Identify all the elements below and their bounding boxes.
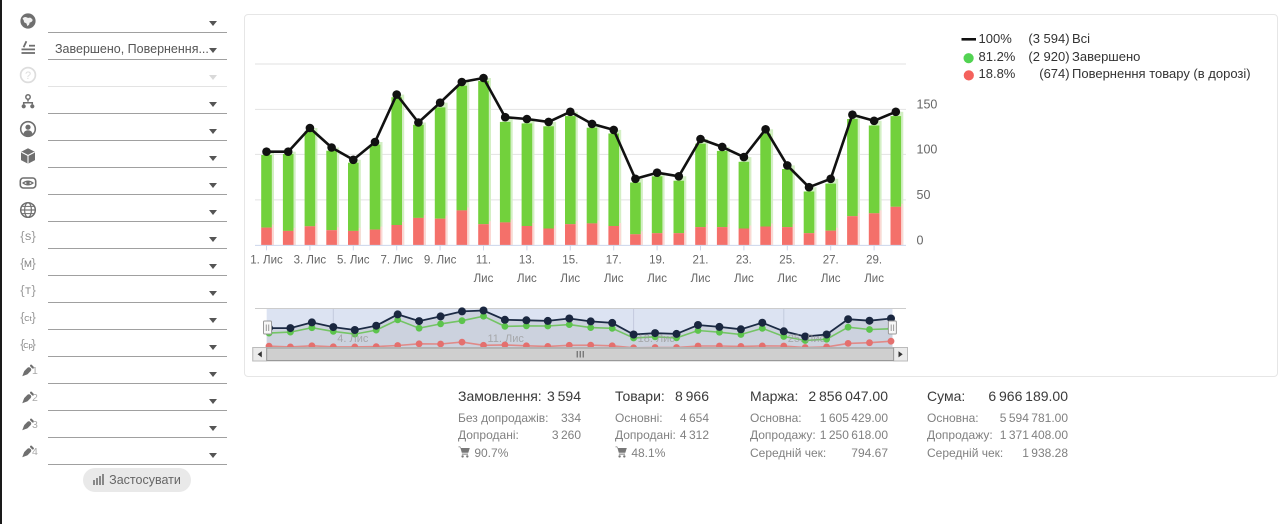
svg-text:Ct: Ct bbox=[24, 314, 32, 323]
svg-text:15.: 15. bbox=[562, 255, 578, 267]
svg-text:Лис: Лис bbox=[821, 273, 841, 285]
svg-text:25. Лис: 25. Лис bbox=[788, 333, 826, 345]
svg-text:18. Лис: 18. Лис bbox=[638, 333, 676, 345]
svg-text:}: } bbox=[31, 309, 36, 324]
svg-text:Всі: Всі bbox=[1072, 31, 1090, 46]
svg-text:Лис: Лис bbox=[560, 273, 580, 285]
svg-text:Лис: Лис bbox=[734, 273, 754, 285]
svg-text:}: } bbox=[31, 255, 36, 270]
svg-text:100%: 100% bbox=[979, 31, 1013, 46]
svg-text:19.: 19. bbox=[649, 255, 665, 267]
svg-text:81.2%: 81.2% bbox=[979, 49, 1016, 64]
svg-text:Повернення товару (в дорозі): Повернення товару (в дорозі) bbox=[1072, 66, 1251, 81]
svg-text:5. Лис: 5. Лис bbox=[337, 255, 370, 267]
svg-text:11.: 11. bbox=[476, 255, 491, 267]
svg-text:S: S bbox=[25, 232, 31, 243]
svg-text:17.: 17. bbox=[606, 255, 622, 267]
svg-text:3. Лис: 3. Лис bbox=[294, 255, 327, 267]
svg-text:50: 50 bbox=[917, 188, 931, 202]
svg-text:0: 0 bbox=[917, 233, 924, 247]
svg-text:23.: 23. bbox=[736, 255, 752, 267]
svg-text:25.: 25. bbox=[779, 255, 795, 267]
svg-text:(674): (674) bbox=[1039, 66, 1069, 81]
svg-text:{: { bbox=[20, 282, 25, 297]
svg-text:{: { bbox=[20, 255, 25, 270]
svg-text:Лис: Лис bbox=[864, 273, 884, 285]
svg-text:7. Лис: 7. Лис bbox=[380, 255, 413, 267]
svg-text:21.: 21. bbox=[693, 255, 709, 267]
svg-text:}: } bbox=[31, 282, 36, 297]
svg-text:}: } bbox=[31, 336, 36, 351]
svg-text:M: M bbox=[24, 259, 32, 270]
svg-text:4. Лис: 4. Лис bbox=[337, 333, 369, 345]
svg-text:Лис: Лис bbox=[474, 273, 494, 285]
svg-text:13.: 13. bbox=[519, 255, 535, 267]
svg-text:(3 594): (3 594) bbox=[1028, 31, 1069, 46]
svg-text:T: T bbox=[25, 286, 31, 297]
svg-text:{: { bbox=[20, 336, 25, 351]
svg-text:11. Лис: 11. Лис bbox=[488, 333, 525, 345]
svg-text:Лис: Лис bbox=[604, 273, 624, 285]
svg-text:Лис: Лис bbox=[647, 273, 667, 285]
svg-text:27.: 27. bbox=[823, 255, 839, 267]
svg-text:Завершено: Завершено bbox=[1072, 49, 1140, 64]
svg-text:}: } bbox=[31, 228, 36, 243]
svg-text:9. Лис: 9. Лис bbox=[424, 255, 457, 267]
svg-text:100: 100 bbox=[917, 142, 938, 156]
svg-text:Лис: Лис bbox=[777, 273, 797, 285]
svg-text:{: { bbox=[20, 309, 25, 324]
svg-text:?: ? bbox=[25, 70, 31, 82]
svg-text:Лис: Лис bbox=[691, 273, 711, 285]
svg-text:150: 150 bbox=[917, 97, 938, 111]
svg-text:(2 920): (2 920) bbox=[1028, 49, 1069, 64]
svg-text:29.: 29. bbox=[866, 255, 882, 267]
svg-text:Cp: Cp bbox=[23, 341, 33, 350]
svg-text:1. Лис: 1. Лис bbox=[250, 255, 283, 267]
svg-text:{: { bbox=[20, 228, 25, 243]
svg-text:18.8%: 18.8% bbox=[979, 66, 1016, 81]
svg-text:Лис: Лис bbox=[517, 273, 537, 285]
